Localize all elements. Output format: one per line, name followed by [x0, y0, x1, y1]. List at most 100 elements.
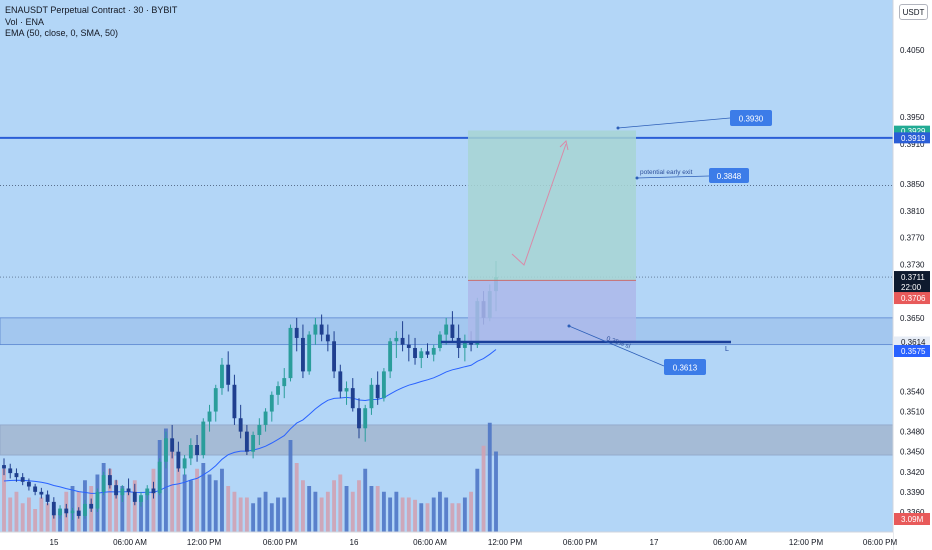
candle: [413, 337, 417, 365]
volume-bar: [363, 468, 368, 532]
candle: [114, 479, 119, 499]
volume-bar: [325, 491, 330, 532]
volume-bar: [33, 509, 38, 532]
volume-bar: [282, 497, 287, 532]
candle-body: [319, 324, 324, 335]
price-tick: 0.3950: [900, 113, 925, 122]
candle-body: [462, 341, 467, 348]
candle-body: [195, 445, 199, 456]
support-price-tag-bg: [894, 336, 930, 348]
candle-body: [182, 458, 187, 469]
candle: [438, 331, 442, 352]
candle: [45, 490, 50, 506]
resistance-price-tag: 0.3919: [901, 134, 926, 143]
projection-arrow-head: [559, 140, 569, 151]
candle: [33, 483, 38, 496]
stop-line-label: L: [725, 346, 729, 353]
volume-bar: [450, 503, 455, 532]
countdown-tag: 22:00: [901, 283, 922, 292]
volume-bar: [163, 428, 168, 532]
candle: [101, 471, 106, 496]
candle-body: [213, 388, 218, 412]
volume-bar: [394, 491, 399, 532]
early-exit-callout-line: [636, 175, 710, 179]
volume-bar: [120, 486, 125, 532]
volume-bar: [251, 503, 256, 532]
time-tick: 17: [650, 538, 659, 547]
risk-zone: [468, 280, 636, 342]
volume-bar: [2, 468, 6, 532]
volume-bar: [494, 451, 498, 532]
candle: [444, 317, 449, 345]
candle: [145, 485, 150, 500]
candle: [251, 431, 256, 459]
currency-button[interactable]: USDT: [899, 4, 928, 20]
volume-bar: [20, 503, 25, 532]
candle-body: [101, 475, 106, 492]
candle-body: [220, 364, 224, 389]
time-tick: 15: [50, 538, 59, 547]
candle-body: [157, 461, 162, 494]
candle-body: [257, 424, 262, 435]
candle: [450, 311, 455, 342]
candle: [232, 374, 237, 425]
target-price-tag-bg: [894, 125, 930, 137]
candle-body: [357, 408, 361, 429]
chart-legend[interactable]: ENAUSDT Perpetual Contract · 30 · BYBIT …: [5, 5, 177, 40]
candle: [313, 317, 318, 345]
candle-body: [26, 481, 31, 487]
ema-legend[interactable]: EMA (50, close, 0, SMA, 50): [5, 28, 119, 38]
symbol-title[interactable]: ENAUSDT Perpetual Contract · 30 · BYBIT: [5, 5, 178, 15]
candle: [431, 344, 436, 362]
candle-body: [126, 488, 131, 492]
volume-bar: [126, 491, 131, 532]
price-tick: 0.3480: [900, 428, 925, 437]
candle-body: [438, 334, 442, 348]
volume-bar: [375, 486, 380, 532]
candle: [89, 498, 94, 512]
candle: [319, 314, 324, 342]
price-tick: 0.3770: [900, 234, 925, 243]
volume-bar: [294, 463, 299, 532]
candle-body: [406, 344, 411, 348]
candle: [213, 384, 218, 422]
volume-bar: [26, 497, 31, 532]
volume-bar: [195, 468, 199, 532]
time-tick: 12:00 PM: [488, 538, 523, 547]
volume-bar: [170, 445, 175, 532]
price-tick: 0.3850: [900, 180, 925, 189]
candle: [163, 431, 168, 469]
candle: [419, 347, 424, 369]
ema-price-tag: 0.3575: [901, 347, 926, 356]
candle-body: [450, 324, 455, 338]
candle: [83, 499, 87, 519]
ema-layer: [3, 349, 497, 494]
volume-bar: [400, 497, 405, 532]
volume-bar: [481, 445, 486, 532]
candle: [51, 497, 56, 519]
time-axis[interactable]: 15 06:00 AM 12:00 PM 06:00 PM 16 06:00 AM 12:0…: [0, 531, 897, 550]
candle-body: [145, 488, 150, 496]
volume-bar: [220, 468, 224, 532]
volume-legend[interactable]: Vol · ENA: [5, 16, 45, 27]
candle: [388, 337, 393, 379]
candle: [70, 507, 75, 520]
candle-body: [132, 491, 137, 502]
time-tick: 12:00 PM: [187, 538, 222, 547]
volume-bar: [176, 463, 181, 532]
target-callout-line: [617, 117, 731, 129]
volume-bar: [51, 509, 56, 532]
candle: [269, 391, 274, 422]
candle: [107, 468, 112, 489]
candle: [176, 441, 181, 472]
price-axis[interactable]: 0.41000.40500.39500.39100.38500.38100.37…: [892, 0, 932, 550]
candle-body: [419, 351, 424, 359]
price-tick: 0.3730: [900, 260, 925, 269]
candle-body: [381, 371, 386, 399]
volume-price-tag: 3.09M: [901, 515, 924, 524]
volume-bar: [269, 503, 274, 532]
time-axis-bg: [0, 532, 893, 550]
